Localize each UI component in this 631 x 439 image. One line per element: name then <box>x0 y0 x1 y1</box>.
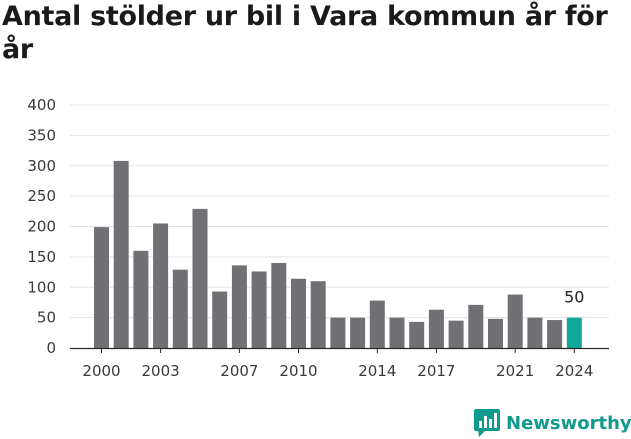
bar-2007 <box>231 265 247 348</box>
bar-2012 <box>330 317 346 348</box>
value-labels: 50 <box>564 288 584 307</box>
bar-2003 <box>153 223 169 348</box>
bar-2002 <box>133 250 149 348</box>
bar-2014 <box>369 300 385 348</box>
y-tick-label: 100 <box>27 278 56 296</box>
bar-2006 <box>212 291 228 348</box>
y-tick-label: 300 <box>27 157 56 175</box>
bar-2016 <box>409 321 425 348</box>
chart-title: Antal stölder ur bil i Vara kommun år fö… <box>2 1 608 65</box>
value-label: 50 <box>564 288 584 307</box>
bar-2008 <box>251 271 267 348</box>
bar-2017 <box>428 309 444 348</box>
bar-2000 <box>94 227 109 348</box>
x-tick-label: 2010 <box>279 362 317 380</box>
bar-2005 <box>192 208 208 348</box>
y-tick-label: 150 <box>27 248 56 266</box>
bar-2015 <box>389 317 405 348</box>
x-tick-label: 2003 <box>142 362 180 380</box>
y-tick-label: 400 <box>27 96 56 114</box>
bar-2021 <box>507 294 523 348</box>
x-tick-label: 2021 <box>496 362 534 380</box>
bar-2020 <box>488 318 503 348</box>
bar-2004 <box>172 269 188 348</box>
bar-2011 <box>310 281 326 348</box>
x-tick-label: 2017 <box>417 362 455 380</box>
y-tick-label: 250 <box>27 187 56 205</box>
y-tick-label: 350 <box>27 126 56 144</box>
bar-2010 <box>291 278 306 348</box>
x-tick-label: 2007 <box>220 362 258 380</box>
bar-2023 <box>547 320 563 348</box>
brand-name: Newsworthy <box>506 412 631 434</box>
bar-2018 <box>448 320 464 348</box>
x-tick-label: 2014 <box>358 362 396 380</box>
y-tick-label: 0 <box>46 339 56 357</box>
y-axis-tick-labels: 0 50 100 150 200 250 300 350 400 <box>27 96 56 357</box>
bar-2001 <box>113 160 129 348</box>
newsworthy-logo: Newsworthy <box>474 408 631 438</box>
gridlines <box>70 104 609 319</box>
bar-2019 <box>468 304 484 348</box>
bar-2009 <box>271 262 287 348</box>
y-tick-label: 200 <box>27 218 56 236</box>
x-axis: 2000 2003 2007 2010 2014 2017 2021 2024 <box>70 347 609 380</box>
bar-chart-speech-bubble-icon <box>474 409 500 437</box>
bar-2024 <box>566 317 582 348</box>
bars <box>94 160 582 348</box>
x-tick-label: 2024 <box>555 362 593 380</box>
y-tick-label: 50 <box>37 309 56 327</box>
bar-2022 <box>527 317 543 348</box>
x-tick-label: 2000 <box>82 362 120 380</box>
bar-2013 <box>350 317 366 348</box>
